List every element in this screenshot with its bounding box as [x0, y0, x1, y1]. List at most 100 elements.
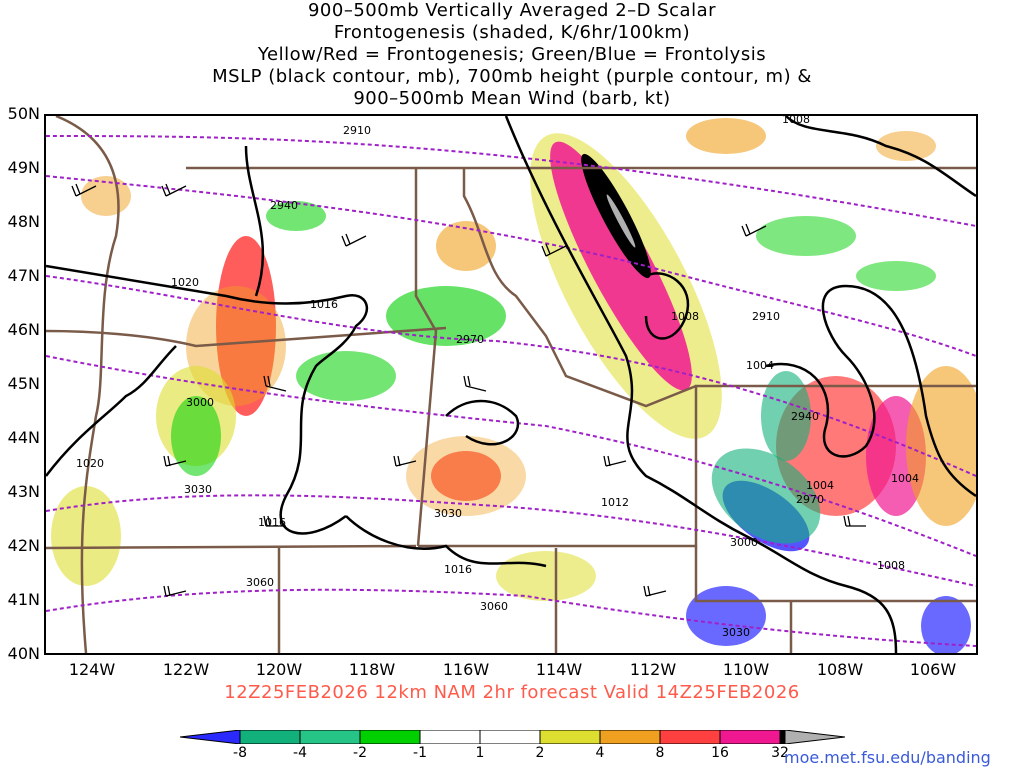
colorbar-swatch [180, 730, 241, 744]
wind-barb [163, 455, 187, 467]
height-label: 3000 [730, 536, 758, 549]
lat-label-49n: 49N [7, 158, 40, 177]
mslp-contour-1008b [785, 116, 976, 198]
mslp-label: 1020 [171, 276, 199, 289]
title-line-5: 900–500mb Mean Wind (barb, kt) [353, 88, 671, 109]
frontolysis-band [386, 286, 506, 346]
colorbar-label: 4 [595, 745, 605, 761]
colorbar-label: -1 [413, 745, 427, 761]
colorbar-swatch [784, 730, 845, 744]
colorbar-swatch [239, 730, 301, 744]
mslp-contour-1004 [765, 284, 976, 498]
frontogenesis-band [51, 486, 121, 586]
frontogenesis-core [606, 194, 636, 248]
lon-label-122w: 122W [162, 660, 210, 679]
lat-label-48n: 48N [7, 212, 40, 231]
lat-label-43n: 43N [7, 482, 40, 501]
mslp-label: 1016 [258, 516, 286, 529]
colorbar-swatch [419, 730, 481, 744]
lon-label-118w: 118W [348, 660, 396, 679]
mslp-label: 1016 [444, 563, 472, 576]
wind-barb [341, 233, 367, 247]
colorbar [180, 730, 845, 744]
title-line-2: Frontogenesis (shaded, K/6hr/100km) [333, 22, 691, 43]
frontogenesis-band [431, 451, 501, 501]
height-label: 2940 [791, 410, 819, 423]
title-line-4: MSLP (black contour, mb), 700mb height (… [212, 66, 812, 87]
height-label: 2940 [270, 199, 298, 212]
wind-barb [603, 455, 627, 467]
lat-label-42n: 42N [7, 536, 40, 555]
frontogenesis-band [406, 436, 526, 516]
wind-barb [263, 515, 286, 527]
wind-barb [263, 375, 287, 392]
credit-link[interactable]: moe.met.fsu.edu/banding [784, 748, 991, 767]
mslp-contour-1016c [345, 515, 547, 568]
border-co-north [694, 546, 976, 603]
height-contour-2910 [46, 135, 976, 227]
height-label: 2970 [456, 333, 484, 346]
wind-barb [71, 183, 97, 197]
frontolysis-band [266, 201, 326, 231]
lon-label-120w: 120W [255, 660, 303, 679]
mslp-label: 1012 [601, 496, 629, 509]
mslp-contour-1020 [46, 345, 177, 477]
frontogenesis-band [906, 366, 976, 526]
height-label: 3030 [184, 483, 212, 496]
height-contour-3060 [46, 588, 976, 647]
frontogenesis-band [81, 176, 131, 216]
colorbar-label: 2 [535, 745, 545, 761]
border-wa-or [46, 326, 447, 348]
lon-label-106w: 106W [909, 660, 957, 679]
wind-barb [643, 585, 667, 597]
colorbar-swatch [479, 730, 541, 744]
colorbar-swatch [599, 730, 661, 744]
frontogenesis-shading [51, 118, 976, 653]
border-nv-or-south [46, 544, 417, 550]
mslp-label: 1020 [76, 457, 104, 470]
mslp-label: 1004 [806, 479, 834, 492]
mslp-label: 1008 [671, 310, 699, 323]
colorbar-swatch [719, 730, 781, 744]
frontogenesis-band [686, 118, 766, 154]
map-panel: 1020 1016 1020 1016 1012 1016 1008 1004 … [44, 114, 978, 655]
colorbar-swatch [659, 730, 721, 744]
colorbar-swatch [359, 730, 421, 744]
frontolysis-band [921, 596, 971, 653]
lat-label-46n: 46N [7, 320, 40, 339]
coastline [55, 116, 120, 653]
state-borders [46, 116, 976, 653]
colorbar-label: 1 [475, 745, 485, 761]
height-label: 2970 [796, 493, 824, 506]
height-contour-2970 [46, 275, 976, 477]
frontogenesis-band [550, 141, 692, 391]
wind-barb [463, 375, 487, 392]
contour-labels: 1020 1016 1020 1016 1012 1016 1008 1004 … [76, 116, 919, 639]
height-contour-2940 [46, 175, 976, 357]
colorbar-label: -2 [353, 745, 367, 761]
map-canvas: 1020 1016 1020 1016 1012 1016 1008 1004 … [46, 116, 976, 653]
height-label: 3000 [186, 396, 214, 409]
colorbar-label: -4 [293, 745, 307, 761]
colorbar-swatch [539, 730, 601, 744]
height-contour-3000 [46, 355, 976, 557]
frontolysis-band [756, 216, 856, 256]
forecast-caption: 12Z25FEB2026 12km NAM 2hr forecast Valid… [224, 682, 800, 703]
wind-barb [161, 183, 187, 197]
lon-label-116w: 116W [442, 660, 490, 679]
mslp-contour-1020b [244, 145, 265, 297]
mslp-contour-1008 [644, 272, 690, 340]
lat-label-47n: 47N [7, 266, 40, 285]
wind-barbs [71, 183, 866, 597]
colorbar-label: 16 [711, 745, 729, 761]
mslp-contour-1016 [46, 264, 368, 535]
frontolysis-band [171, 396, 221, 476]
colorbar-label: 32 [771, 745, 789, 761]
frontolysis-band [761, 371, 811, 461]
colorbar-swatch [299, 730, 361, 744]
lat-label-41n: 41N [7, 590, 40, 609]
frontogenesis-band [876, 131, 936, 161]
colorbar-label: -8 [233, 745, 247, 761]
mslp-contours [46, 116, 976, 653]
border-id-mt [462, 168, 697, 408]
